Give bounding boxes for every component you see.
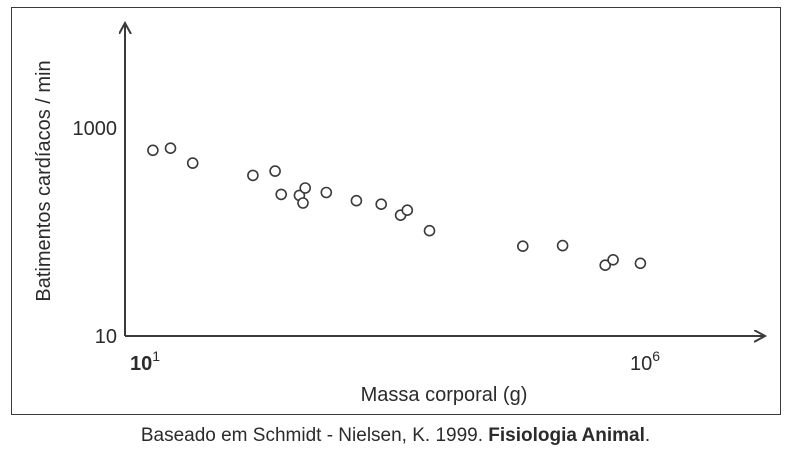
data-point-11: [350, 194, 363, 207]
data-point-9: [299, 182, 312, 194]
caption-end: .: [644, 425, 651, 446]
x-axis-label: Massa corporal (g): [361, 384, 528, 406]
data-point-4: [247, 169, 259, 182]
caption-text: Baseado em Schmidt - Nielsen, K. 1999.: [140, 425, 489, 446]
data-point-20: [634, 257, 647, 270]
y-tick-label-1000: 1000: [73, 118, 118, 140]
data-point-3: [186, 157, 199, 169]
source-caption: Baseado em Schmidt - Nielsen, K. 1999. F…: [0, 425, 791, 447]
y-axis-label: Batimentos cardíacos / min: [33, 60, 55, 301]
data-point-16: [516, 240, 529, 252]
data-point-1: [147, 144, 159, 157]
data-point-19: [607, 254, 619, 266]
x-tick-label-2: 106: [630, 348, 660, 375]
data-point-12: [375, 198, 388, 210]
data-point-17: [556, 239, 569, 252]
data-point-6: [275, 188, 288, 201]
data-point-14: [401, 204, 414, 216]
data-point-18: [599, 259, 612, 272]
data-point-10: [320, 186, 333, 199]
data-point-5: [269, 165, 281, 177]
y-tick-label-10: 10: [95, 326, 117, 348]
caption-book-title: Fisiologia Animal: [488, 425, 645, 446]
data-point-8: [297, 197, 309, 209]
x-tick-label-1: 101: [130, 348, 160, 375]
scatter-plot: Batimentos cardíacos / min Massa corpora…: [33, 8, 782, 406]
data-point-15: [423, 224, 436, 237]
chart-frame: Batimentos cardíacos / min Massa corpora…: [11, 7, 781, 415]
data-point-2: [164, 142, 177, 154]
data-points: [147, 142, 647, 272]
y-tick-labels: 10 1000: [73, 118, 118, 348]
x-tick-labels: 101 106: [130, 348, 660, 375]
